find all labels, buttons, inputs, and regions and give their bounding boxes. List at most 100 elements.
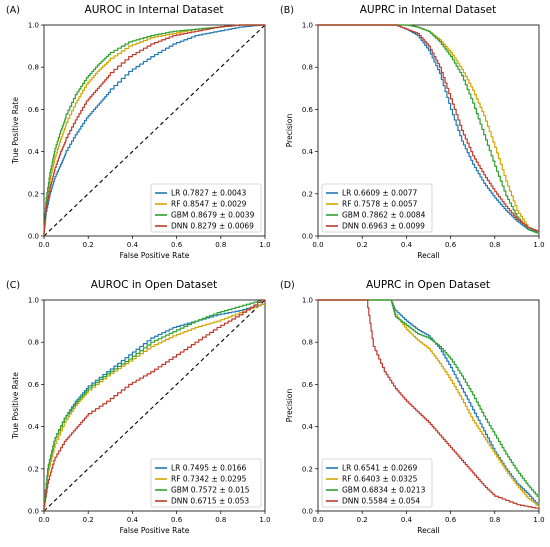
y-axis-label: Precision bbox=[285, 114, 294, 148]
x-tick-label: 0.6 bbox=[445, 516, 457, 524]
x-tick-label: 0.4 bbox=[401, 516, 413, 524]
series-line-gbm bbox=[318, 24, 540, 234]
x-tick-label: 0.0 bbox=[312, 516, 323, 524]
y-axis-label: True Positive Rate bbox=[11, 372, 20, 440]
y-tick-label: 1.0 bbox=[302, 22, 313, 30]
panel-d: (D) AUPRC in Open Dataset 0.0 0.2 0.4 0.6 0.8 1… bbox=[280, 279, 545, 535]
y-tick-label: 1.0 bbox=[302, 297, 313, 305]
y-tick-label: 0.4 bbox=[28, 423, 40, 431]
panel-label: (D) bbox=[280, 280, 295, 291]
legend-entry-dnn: DNN 0.6963 ± 0.0099 bbox=[342, 222, 425, 231]
legend-entry-gbm: GBM 0.7572 ± 0.015 bbox=[171, 486, 250, 495]
legend-box bbox=[321, 183, 433, 233]
y-tick-label: 0.4 bbox=[302, 148, 314, 156]
legend-entry-lr: LR 0.7495 ± 0.0166 bbox=[171, 464, 247, 473]
panel-label: (C) bbox=[6, 280, 20, 291]
x-tick-label: 0.2 bbox=[357, 516, 368, 524]
x-axis-label: False Positive Rate bbox=[120, 526, 190, 535]
y-tick-label: 0.8 bbox=[302, 339, 313, 347]
x-axis-label: False Positive Rate bbox=[120, 251, 190, 260]
legend: LR 0.7827 ± 0.0043 RF 0.8547 ± 0.0029 GBM … bbox=[150, 183, 262, 233]
legend-entry-lr: LR 0.6609 ± 0.0077 bbox=[342, 189, 418, 198]
y-tick-label: 0.6 bbox=[302, 381, 314, 389]
x-axis-label: Recall bbox=[417, 526, 439, 535]
x-tick-label: 0.2 bbox=[83, 241, 94, 249]
series-line-lr bbox=[43, 24, 265, 236]
x-tick-label: 0.0 bbox=[312, 241, 323, 249]
y-tick-label: 1.0 bbox=[28, 22, 39, 30]
x-tick-label: 0.0 bbox=[38, 241, 49, 249]
x-tick-label: 0.8 bbox=[215, 241, 226, 249]
series-line-gbm bbox=[43, 24, 265, 236]
panel-c: (C) AUROC in Open Dataset 0.0 0.2 0.4 0.6 0.8 1… bbox=[6, 279, 271, 535]
legend-box bbox=[150, 183, 262, 233]
y-tick-label: 0.0 bbox=[302, 233, 313, 241]
x-tick-label: 1.0 bbox=[259, 241, 270, 249]
chart-title: AUROC in Internal Dataset bbox=[85, 4, 224, 16]
y-tick-label: 0.0 bbox=[28, 508, 39, 516]
legend-entry-dnn: DNN 0.5584 ± 0.054 bbox=[342, 497, 420, 506]
legend-entry-gbm: GBM 0.6834 ± 0.0213 bbox=[342, 486, 426, 495]
legend-entry-lr: LR 0.7827 ± 0.0043 bbox=[171, 189, 247, 198]
chart-title: AUPRC in Open Dataset bbox=[366, 279, 490, 291]
legend: LR 0.7495 ± 0.0166 RF 0.7342 ± 0.0295 GBM … bbox=[150, 458, 262, 508]
x-tick-label: 0.4 bbox=[127, 241, 139, 249]
y-tick-label: 0.2 bbox=[28, 465, 39, 473]
y-tick-label: 0.8 bbox=[28, 339, 39, 347]
y-axis-label: Precision bbox=[285, 389, 294, 423]
series-line-gbm bbox=[43, 299, 265, 511]
y-tick-label: 0.4 bbox=[28, 148, 40, 156]
x-tick-label: 1.0 bbox=[259, 516, 270, 524]
x-tick-label: 0.2 bbox=[357, 241, 368, 249]
legend-entry-gbm: GBM 0.7862 ± 0.0084 bbox=[342, 211, 426, 220]
series-line-rf bbox=[318, 299, 540, 507]
x-tick-label: 0.8 bbox=[489, 241, 500, 249]
x-tick-label: 0.2 bbox=[83, 516, 94, 524]
x-tick-label: 0.4 bbox=[127, 516, 139, 524]
series-line-dnn bbox=[318, 299, 540, 509]
y-tick-label: 0.2 bbox=[302, 190, 313, 198]
plot-area bbox=[43, 24, 266, 237]
series-line-gbm bbox=[318, 299, 540, 499]
y-tick-label: 0.2 bbox=[302, 465, 313, 473]
x-tick-label: 0.6 bbox=[171, 516, 183, 524]
series-line-lr bbox=[318, 299, 540, 507]
legend: LR 0.6609 ± 0.0077 RF 0.7578 ± 0.0057 GBM … bbox=[321, 183, 433, 233]
legend-entry-gbm: GBM 0.8679 ± 0.0039 bbox=[171, 211, 255, 220]
legend-entry-dnn: DNN 0.8279 ± 0.0069 bbox=[171, 222, 254, 231]
x-axis-label: Recall bbox=[417, 251, 439, 260]
plot-area bbox=[317, 299, 540, 512]
chance-diagonal-line bbox=[43, 24, 266, 237]
legend-entry-rf: RF 0.7342 ± 0.0295 bbox=[171, 475, 247, 484]
y-tick-label: 0.8 bbox=[302, 64, 313, 72]
y-tick-label: 0.0 bbox=[28, 233, 39, 241]
panel-b: (B) AUPRC in Internal Dataset 0.0 0.2 0.4 0.6… bbox=[280, 4, 545, 260]
legend-entry-dnn: DNN 0.6715 ± 0.053 bbox=[171, 497, 249, 506]
legend-box bbox=[150, 458, 262, 508]
chart-title: AUROC in Open Dataset bbox=[91, 279, 218, 291]
y-tick-label: 0.6 bbox=[302, 106, 314, 114]
y-tick-label: 0.2 bbox=[28, 190, 39, 198]
series-line-dnn bbox=[43, 24, 265, 236]
legend-entry-rf: RF 0.7578 ± 0.0057 bbox=[342, 200, 418, 209]
x-tick-label: 1.0 bbox=[533, 516, 544, 524]
x-tick-label: 0.0 bbox=[38, 516, 49, 524]
y-axis-label: True Positive Rate bbox=[11, 97, 20, 165]
panel-a: (A) AUROC in Internal Dataset 0.0 0.2 0.4 0.6… bbox=[6, 4, 271, 260]
x-tick-label: 0.6 bbox=[171, 241, 183, 249]
legend-box bbox=[321, 458, 433, 508]
panel-label: (A) bbox=[6, 5, 20, 16]
panel-label: (B) bbox=[280, 5, 294, 16]
series-line-dnn bbox=[43, 299, 265, 511]
x-tick-label: 0.8 bbox=[489, 516, 500, 524]
series-line-dnn bbox=[318, 24, 540, 232]
y-tick-label: 0.6 bbox=[28, 106, 40, 114]
chart-title: AUPRC in Internal Dataset bbox=[360, 4, 496, 16]
x-tick-label: 0.4 bbox=[401, 241, 413, 249]
plot-area bbox=[43, 299, 266, 512]
legend-entry-rf: RF 0.8547 ± 0.0029 bbox=[171, 200, 247, 209]
y-tick-label: 1.0 bbox=[28, 297, 39, 305]
legend: LR 0.6541 ± 0.0269 RF 0.6403 ± 0.0325 GBM … bbox=[321, 458, 433, 508]
y-tick-label: 0.6 bbox=[28, 381, 40, 389]
